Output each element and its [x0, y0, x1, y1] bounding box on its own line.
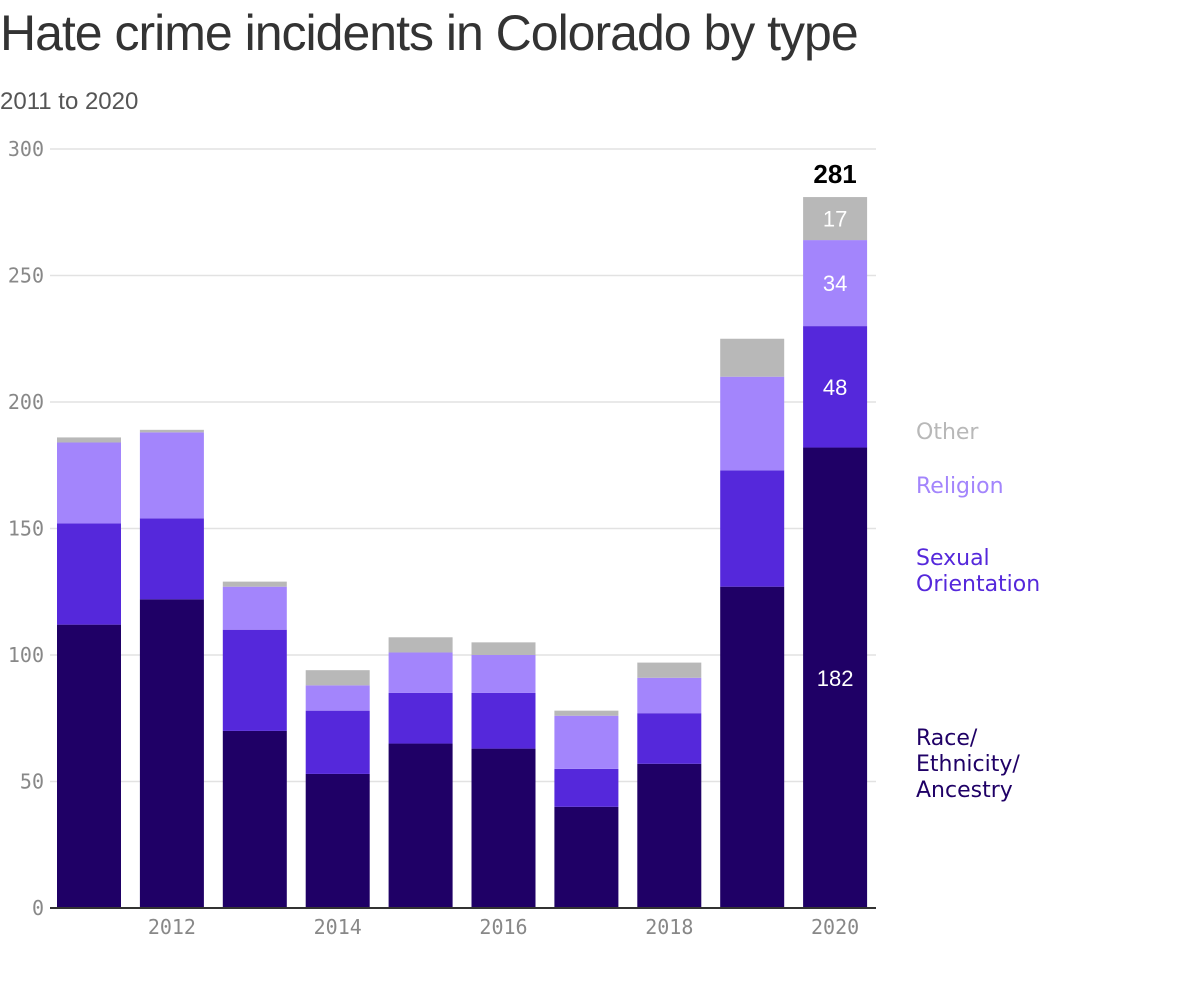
bar-segment-religion	[222, 586, 287, 630]
bar-segment-race	[554, 806, 619, 908]
bar-segment-sexual	[720, 470, 785, 587]
bar-segment-other	[305, 670, 370, 686]
y-tick-label: 200	[8, 390, 44, 414]
bar-segment-race	[139, 599, 204, 908]
y-tick-label: 250	[8, 264, 44, 288]
legend-religion: Religion	[916, 474, 1004, 499]
bar-segment-religion	[720, 376, 785, 471]
bar-segment-religion	[554, 715, 619, 769]
bar-segment-sexual	[222, 629, 287, 731]
data-label-other: 17	[823, 207, 847, 232]
bar-segment-other	[388, 637, 453, 653]
legend-sexual-orientation: Sexual Orientation	[916, 546, 1041, 597]
bar-segment-other	[57, 437, 121, 443]
legend-race-ethnicity-ancestry: Race/ Ethnicity/ Ancestry	[916, 726, 1020, 803]
y-tick-label: 150	[8, 517, 44, 541]
bar-segment-other	[471, 642, 536, 655]
x-tick-label: 2018	[645, 915, 693, 939]
bar-segment-sexual	[388, 692, 453, 744]
bar-segment-religion	[471, 655, 536, 693]
bar-segment-race	[471, 748, 536, 908]
bar-segment-religion	[57, 442, 121, 524]
total-label: 281	[813, 159, 856, 189]
bar-segment-race	[57, 624, 121, 908]
legend-other: Other	[916, 420, 979, 445]
bar-segment-race	[222, 730, 287, 908]
x-tick-label: 2014	[314, 915, 362, 939]
data-label-race: 182	[817, 666, 854, 691]
x-tick-label: 2016	[479, 915, 527, 939]
bar-segment-religion	[139, 432, 204, 519]
bar-segment-religion	[637, 677, 702, 714]
chart-title: Hate crime incidents in Colorado by type	[0, 5, 859, 61]
bar-segment-other	[222, 581, 287, 587]
x-tick-label: 2020	[811, 915, 859, 939]
bar-segment-other	[637, 662, 702, 678]
y-tick-label: 100	[8, 643, 44, 667]
x-tick-label: 2012	[148, 915, 196, 939]
bar-segment-race	[305, 773, 370, 908]
bar-segment-religion	[305, 685, 370, 711]
bar-segment-other	[139, 429, 204, 433]
bar-segment-race	[803, 447, 868, 908]
bar-segment-other	[554, 710, 619, 716]
bar-segment-sexual	[471, 692, 536, 749]
bar-segment-race	[637, 763, 702, 908]
data-label-sexual: 48	[823, 375, 847, 400]
bar-segment-sexual	[305, 710, 370, 774]
bar-segment-race	[388, 743, 453, 908]
bar-segment-sexual	[57, 523, 121, 625]
y-tick-label: 300	[8, 137, 44, 161]
bar-segment-other	[803, 197, 868, 241]
bar-segment-other	[720, 338, 785, 377]
bar-segment-sexual	[139, 518, 204, 600]
bar-segment-race	[720, 586, 785, 908]
bar-segment-sexual	[803, 326, 868, 448]
bar-segment-sexual	[554, 768, 619, 807]
bar-segment-religion	[388, 652, 453, 693]
chart-subtitle: 2011 to 2020	[0, 88, 139, 115]
y-tick-label: 50	[20, 770, 44, 794]
y-tick-label: 0	[32, 896, 44, 920]
bar-segment-sexual	[637, 713, 702, 764]
data-label-religion: 34	[823, 271, 847, 296]
bar-segment-religion	[803, 240, 868, 327]
